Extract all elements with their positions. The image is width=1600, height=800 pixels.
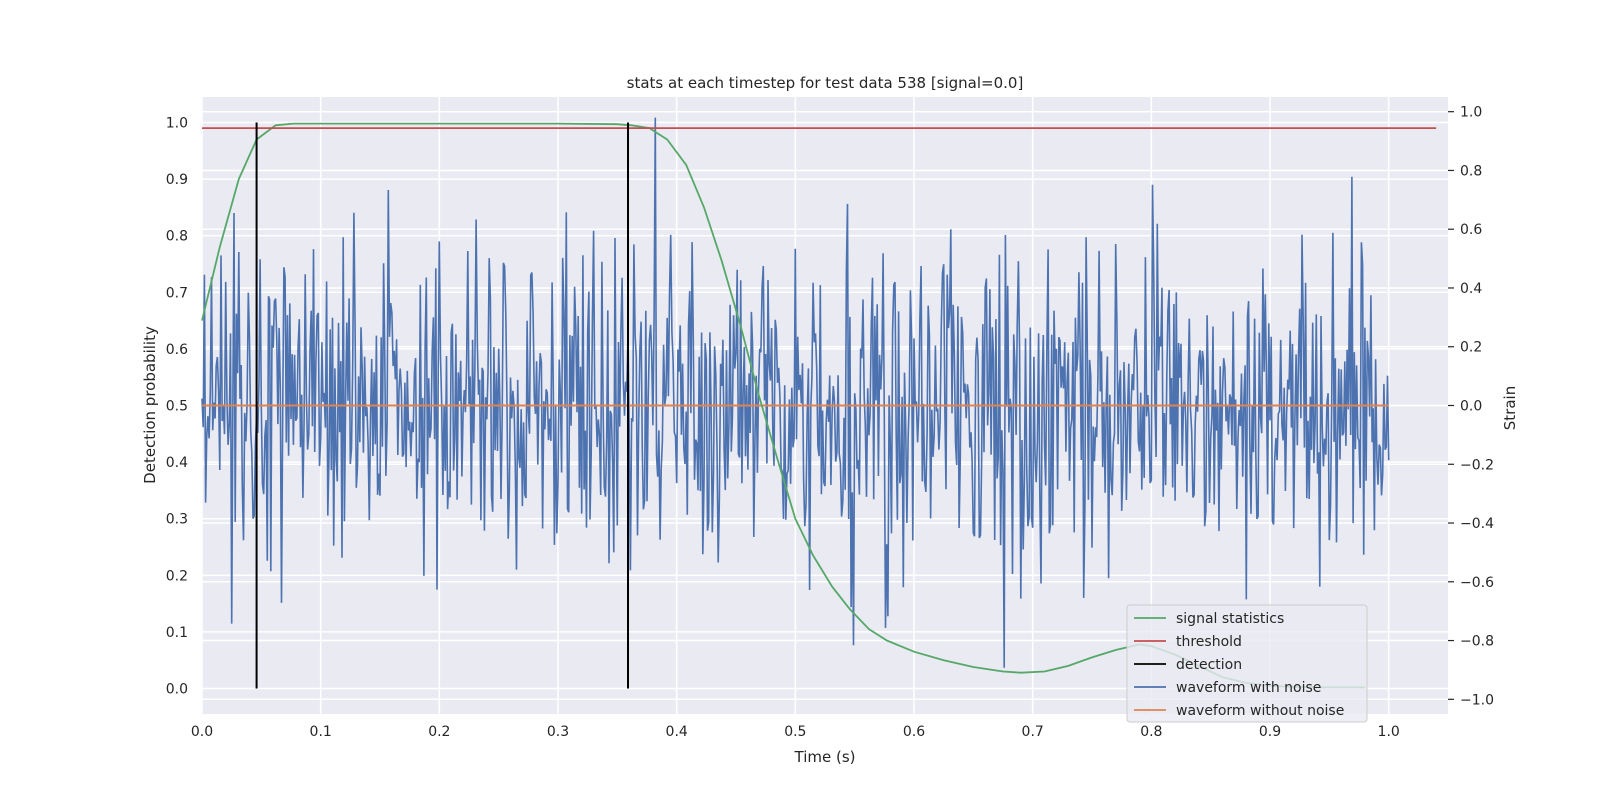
y-tick-label-left: 0.6 (166, 342, 188, 358)
legend-label-signal-statistics: signal statistics (1176, 611, 1284, 627)
y-tick-label-left: 0.5 (166, 399, 188, 415)
y-axis-label-right: Strain (1501, 386, 1519, 430)
right-axis-ticks: −1.0 −0.8 −0.6 −0.4 −0.2 0.0 0.2 0.4 0.6 0.8 1.0 (1448, 105, 1494, 708)
y-tick-label-left: 0.1 (166, 625, 188, 641)
y-tick-label-right: −0.2 (1460, 457, 1494, 473)
legend: signal statistics threshold detection wa… (1126, 604, 1368, 723)
x-tick-label: 0.2 (428, 724, 450, 740)
x-tick-label: 0.0 (191, 724, 213, 740)
x-tick-label: 0.7 (1022, 724, 1044, 740)
legend-label-detection: detection (1176, 657, 1242, 673)
x-axis-label: Time (s) (794, 748, 856, 766)
y-tick-label-right: −1.0 (1460, 692, 1494, 708)
waveform-with-noise-line (201, 117, 1390, 668)
y-tick-label-right: −0.4 (1460, 516, 1494, 532)
y-tick-label-right: 0.0 (1460, 399, 1482, 415)
y-tick-label-left: 0.7 (166, 285, 188, 301)
x-tick-label: 0.5 (784, 724, 806, 740)
y-tick-label-left: 0.2 (166, 568, 188, 584)
x-tick-label: 1.0 (1378, 724, 1400, 740)
y-tick-label-left: 0.0 (166, 682, 188, 698)
legend-label-threshold: threshold (1176, 634, 1242, 650)
y-tick-label-right: −0.8 (1460, 634, 1494, 650)
y-tick-label-right: 0.6 (1460, 222, 1482, 238)
y-tick-label-right: 0.4 (1460, 281, 1482, 297)
y-tick-label-left: 0.8 (166, 229, 188, 245)
y-axis-label-left: Detection probability (141, 326, 159, 484)
y-tick-label-left: 0.3 (166, 512, 188, 528)
x-axis-ticks: 0.0 0.1 0.2 0.3 0.4 0.5 0.6 0.7 0.8 0.9 1.0 (191, 724, 1400, 740)
y-tick-label-left: 0.9 (166, 172, 188, 188)
x-tick-label: 0.4 (666, 724, 688, 740)
x-tick-label: 0.1 (310, 724, 332, 740)
chart-title: stats at each timestep for test data 538… (627, 74, 1024, 92)
y-tick-label-left: 0.4 (166, 455, 188, 471)
y-tick-label-right: 0.8 (1460, 163, 1482, 179)
legend-label-waveform-with-noise: waveform with noise (1176, 680, 1321, 696)
y-tick-label-right: 1.0 (1460, 105, 1482, 121)
y-tick-label-left: 1.0 (166, 115, 188, 131)
y-tick-label-right: −0.6 (1460, 575, 1494, 591)
legend-label-waveform-without-noise: waveform without noise (1176, 703, 1344, 719)
series-layer (201, 117, 1437, 689)
left-axis-ticks: 0.0 0.1 0.2 0.3 0.4 0.5 0.6 0.7 0.8 0.9 1.0 (166, 115, 188, 697)
x-tick-label: 0.9 (1259, 724, 1281, 740)
x-tick-label: 0.3 (547, 724, 569, 740)
x-tick-label: 0.6 (903, 724, 925, 740)
legend-box (1126, 604, 1368, 723)
y-tick-label-right: 0.2 (1460, 340, 1482, 356)
x-tick-label: 0.8 (1140, 724, 1162, 740)
